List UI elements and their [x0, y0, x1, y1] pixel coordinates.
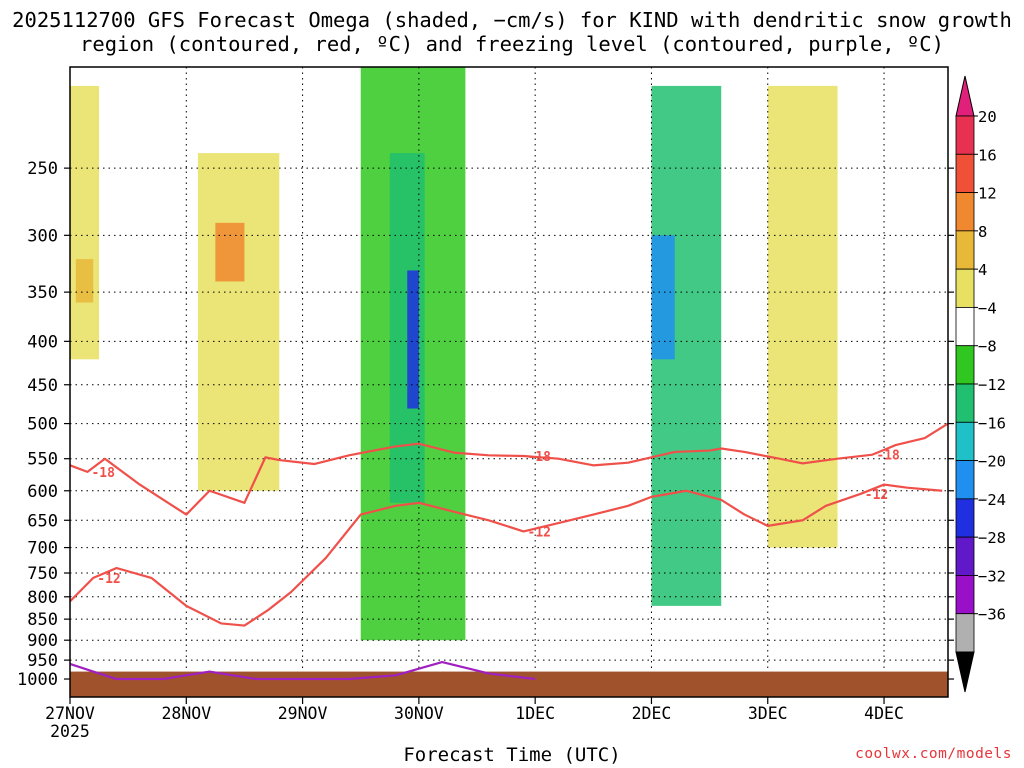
colorbar-label: −8 [978, 338, 997, 356]
colorbar-label: 20 [978, 108, 997, 126]
x-tick-label: 3DEC [748, 704, 788, 723]
colorbar-label: −24 [978, 491, 1006, 509]
colorbar-swatch [955, 115, 975, 155]
y-tick-label: 300 [27, 226, 58, 246]
colorbar-label: −28 [978, 529, 1006, 547]
x-tick-label: 2DEC [632, 704, 672, 723]
colorbar-swatch [955, 268, 975, 308]
credit-link[interactable]: coolwx.com/models [855, 746, 1012, 762]
x-tick-label: 4DEC [864, 704, 904, 723]
y-tick-label: 750 [27, 564, 58, 584]
contour-label: -18 [876, 449, 900, 464]
colorbar-label: −36 [978, 606, 1006, 624]
colorbar-label: −32 [978, 567, 1006, 585]
colorbar-swatch [955, 613, 975, 653]
colorbar-label: 4 [978, 261, 987, 279]
omega-cell [215, 222, 245, 282]
colorbar-swatch [955, 192, 975, 232]
y-tick-label: 950 [27, 651, 58, 671]
y-tick-label: 350 [27, 283, 58, 303]
colorbar-swatch [955, 230, 975, 270]
colorbar-swatch [955, 383, 975, 423]
colorbar: 20 16 12 8 4 −4 −8 −12 −16 −20 −24 −28 −32 −36 [955, 75, 1006, 693]
colorbar-swatch [955, 345, 975, 385]
contour-freezing-level [69, 660, 536, 681]
y-tick-label: 400 [27, 332, 58, 352]
colorbar-label: −12 [978, 376, 1006, 394]
y-tick-label: 600 [27, 482, 58, 502]
x-tick-label: 28NOV [161, 704, 211, 723]
y-tick-label: 500 [27, 415, 58, 435]
omega-cell [407, 270, 419, 409]
colorbar-arrow-top [955, 75, 975, 117]
contour-snow-growth [69, 422, 949, 516]
colorbar-arrow-bottom [955, 651, 975, 693]
grid-lines [70, 67, 948, 697]
colorbar-swatch [955, 498, 975, 538]
omega-cell [75, 259, 94, 303]
colorbar-label: −4 [978, 299, 997, 317]
y-tick-label: 250 [27, 159, 58, 179]
omega-shading [70, 67, 838, 641]
colorbar-swatch [955, 153, 975, 193]
contour-label: -18 [91, 466, 115, 481]
x-tick-label: 2025 [50, 722, 90, 741]
y-tick-label: 700 [27, 539, 58, 559]
y-tick-label: 800 [27, 588, 58, 608]
contour-lines: -18 -18 -18 -12 -12 -12 [69, 422, 949, 681]
colorbar-swatch [955, 307, 975, 347]
y-tick-label: 450 [27, 376, 58, 396]
colorbar-label: −20 [978, 453, 1006, 471]
omega-cell [197, 153, 280, 491]
x-tick-label: 30NOV [394, 704, 444, 723]
colorbar-swatch [955, 460, 975, 500]
y-axis: 2503003504004505005506006507007508008509… [17, 159, 954, 690]
x-tick-label: 29NOV [278, 704, 328, 723]
omega-cell [767, 85, 838, 548]
chart-title: 2025112700 GFS Forecast Omega (shaded, −… [12, 8, 1012, 56]
y-tick-label: 550 [27, 450, 58, 470]
contour-label: -18 [528, 450, 552, 465]
colorbar-swatch [955, 536, 975, 576]
y-tick-label: 900 [27, 631, 58, 651]
y-tick-label: 1000 [17, 670, 58, 690]
contour-label: -12 [97, 572, 120, 587]
plot-frame [69, 66, 949, 698]
colorbar-label: −16 [978, 414, 1006, 432]
contour-snow-growth [69, 483, 943, 627]
colorbar-label: 16 [978, 146, 997, 164]
colorbar-label: 8 [978, 223, 987, 241]
y-tick-label: 850 [27, 610, 58, 630]
colorbar-label: 12 [978, 185, 997, 203]
x-tick-label: 27NOV [45, 704, 95, 723]
omega-cell [651, 235, 675, 360]
colorbar-swatch [955, 421, 975, 461]
contour-label: -12 [865, 488, 888, 503]
omega-cell [70, 85, 100, 360]
contour-label: -12 [528, 525, 551, 540]
y-tick-label: 650 [27, 511, 58, 531]
colorbar-swatch [955, 575, 975, 615]
x-axis-label: Forecast Time (UTC) [403, 744, 621, 766]
x-tick-label: 1DEC [515, 704, 555, 723]
